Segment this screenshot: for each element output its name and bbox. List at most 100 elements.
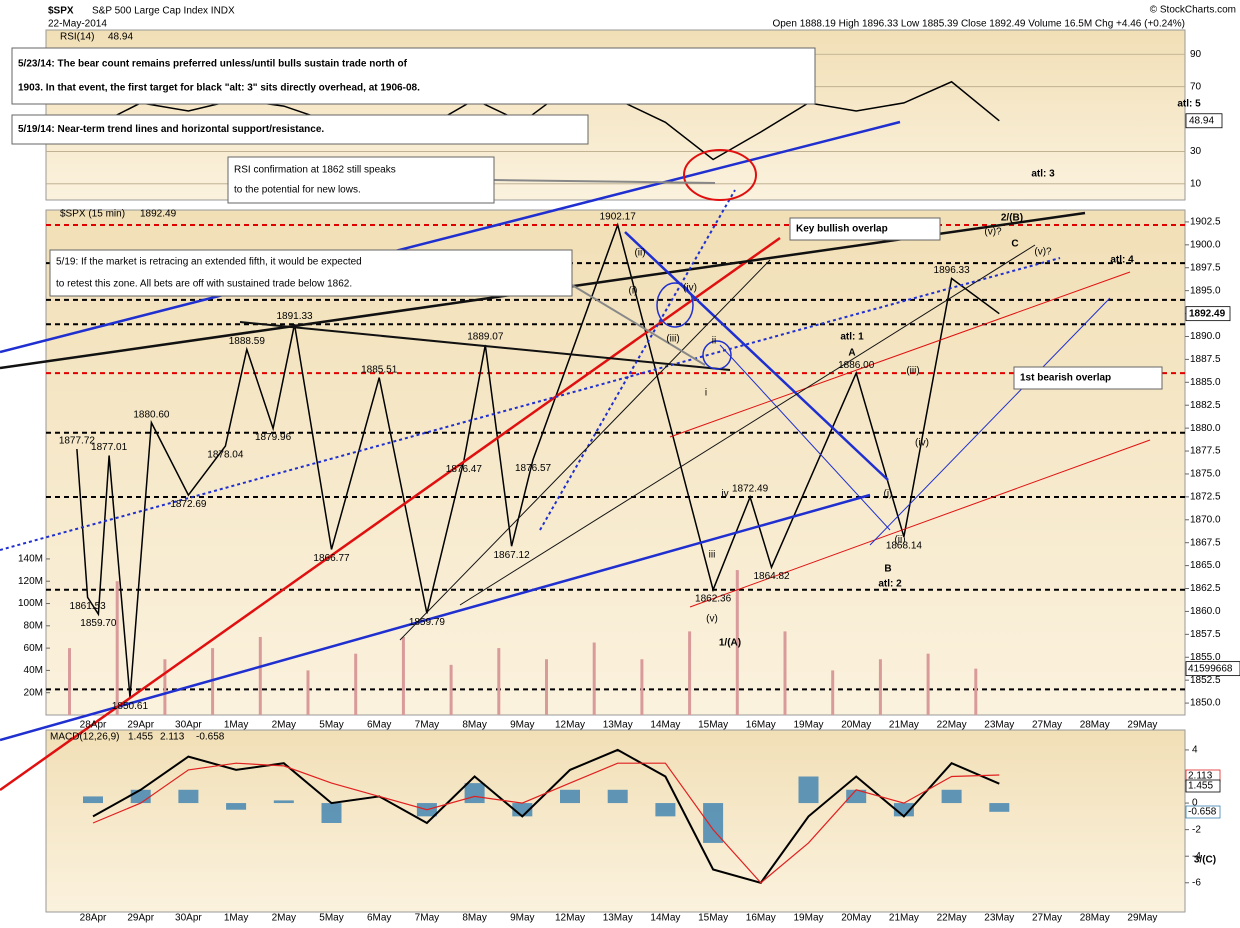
volume-last: 41599668 bbox=[1188, 663, 1233, 674]
wave-label: (iv) bbox=[683, 283, 697, 294]
volume-bar bbox=[258, 636, 262, 715]
note-box bbox=[1013, 366, 1163, 390]
y-tick-label: 1865.0 bbox=[1190, 560, 1221, 571]
value-box bbox=[1185, 779, 1221, 793]
volume-bar bbox=[115, 581, 119, 715]
histogram-bar bbox=[703, 803, 724, 843]
wave-label: (i) bbox=[629, 286, 638, 297]
wave-label: 2/(B) bbox=[1001, 213, 1023, 224]
wave-label: atl: 2 bbox=[878, 579, 902, 590]
x-tick-label: 29Apr bbox=[127, 913, 154, 924]
note-box bbox=[11, 114, 589, 145]
x-tick-label: 6May bbox=[367, 913, 391, 924]
wave-label: atl: 3 bbox=[1031, 169, 1055, 180]
y-tick-label: 4 bbox=[1192, 745, 1198, 756]
volume-bar bbox=[735, 570, 739, 715]
histogram-bar bbox=[560, 789, 580, 804]
wave-label: (v)? bbox=[984, 227, 1002, 238]
y2-tick-label: 120M bbox=[18, 576, 43, 587]
histogram-bar bbox=[941, 789, 962, 804]
y-tick-label: 1852.5 bbox=[1190, 675, 1221, 686]
point-label: 1889.07 bbox=[467, 332, 504, 343]
x-tick-label: 8May bbox=[462, 913, 486, 924]
point-label: 1886.00 bbox=[838, 360, 875, 371]
x-tick-label: 1May bbox=[224, 720, 248, 731]
y-tick-label: 90 bbox=[1190, 49, 1202, 60]
y2-tick-label: 40M bbox=[24, 665, 43, 676]
x-tick-label: 15May bbox=[698, 913, 728, 924]
x-tick-label: 5May bbox=[319, 720, 343, 731]
x-tick-label: 22May bbox=[937, 913, 967, 924]
x-tick-label: 14May bbox=[650, 913, 680, 924]
y-tick-label: 1890.0 bbox=[1190, 331, 1221, 342]
note-text: 5/19/14: Near-term trend lines and horiz… bbox=[18, 124, 324, 135]
macd-last: -0.658 bbox=[1188, 807, 1217, 818]
volume-bar bbox=[926, 653, 930, 715]
note-text: 5/23/14: The bear count remains preferre… bbox=[18, 59, 408, 70]
point-label: 1859.79 bbox=[409, 617, 446, 628]
point-label: 1866.77 bbox=[313, 553, 350, 564]
macd-value: 2.113 bbox=[160, 732, 185, 743]
note-box bbox=[789, 217, 941, 241]
x-tick-label: 23May bbox=[984, 913, 1014, 924]
y2-tick-label: 60M bbox=[24, 643, 43, 654]
volume-bar bbox=[545, 659, 548, 715]
point-label: 1880.60 bbox=[133, 409, 170, 420]
y-tick-label: 1850.0 bbox=[1190, 698, 1221, 709]
note-text: 5/19: If the market is retracing an exte… bbox=[56, 257, 362, 268]
histogram-bar bbox=[321, 803, 342, 823]
wave-label: (ii) bbox=[634, 248, 645, 259]
wave-label: ii bbox=[712, 336, 716, 347]
point-label: 1868.14 bbox=[886, 540, 923, 551]
x-tick-label: 13May bbox=[603, 720, 633, 731]
y-tick-label: 0 bbox=[1192, 798, 1198, 809]
wave-label: 3/(C) bbox=[1194, 855, 1216, 866]
y-tick-label: 1887.5 bbox=[1190, 354, 1221, 365]
y-tick-label: 30 bbox=[1190, 146, 1202, 157]
point-label: 1877.01 bbox=[91, 442, 128, 453]
y-tick-label: -2 bbox=[1192, 824, 1201, 835]
point-label: 1861.53 bbox=[70, 601, 107, 612]
y-tick-label: 1867.5 bbox=[1190, 537, 1221, 548]
wave-label: iv bbox=[721, 489, 728, 500]
value-box bbox=[1185, 661, 1240, 677]
price-title-value: 1892.49 bbox=[140, 209, 177, 220]
wave-label: B bbox=[884, 564, 891, 575]
x-tick-label: 5May bbox=[319, 913, 343, 924]
histogram-bar bbox=[83, 796, 103, 804]
note-text: 1st bearish overlap bbox=[1020, 373, 1111, 384]
x-tick-label: 21May bbox=[889, 913, 919, 924]
macd-title: MACD(12,26,9) bbox=[50, 732, 119, 743]
volume-bar bbox=[974, 668, 978, 715]
point-label: 1885.51 bbox=[361, 364, 398, 375]
histogram-bar bbox=[130, 789, 151, 804]
y-tick-label: 70 bbox=[1190, 81, 1202, 92]
histogram-bar bbox=[989, 803, 1010, 812]
wave-label: C bbox=[1011, 239, 1018, 250]
point-label: 1878.04 bbox=[207, 450, 244, 461]
volume-bar bbox=[401, 636, 405, 715]
histogram-bar bbox=[178, 789, 199, 804]
symbol: $SPX bbox=[48, 6, 74, 17]
volume-bar bbox=[592, 642, 596, 715]
y-tick-label: 1882.5 bbox=[1190, 400, 1221, 411]
y-tick-label: 1902.5 bbox=[1190, 217, 1221, 228]
macd-last: 2.113 bbox=[1188, 771, 1213, 782]
x-tick-label: 7May bbox=[415, 720, 439, 731]
x-tick-label: 9May bbox=[510, 720, 534, 731]
y-tick-label: 1860.0 bbox=[1190, 606, 1221, 617]
x-tick-label: 9May bbox=[510, 913, 534, 924]
wave-label: (iv) bbox=[915, 438, 929, 449]
wave-label: 1/(A) bbox=[719, 638, 741, 649]
x-tick-label: 6May bbox=[367, 720, 391, 731]
histogram-bar bbox=[655, 803, 676, 817]
x-tick-label: 21May bbox=[889, 720, 919, 731]
volume-bar bbox=[306, 670, 310, 715]
x-tick-label: 29May bbox=[1127, 913, 1157, 924]
quote: Open 1888.19 High 1896.33 Low 1885.39 Cl… bbox=[772, 19, 1185, 30]
y-tick-label: 1872.5 bbox=[1190, 492, 1221, 503]
note-text: 1903. In that event, the first target fo… bbox=[18, 83, 420, 94]
x-tick-label: 20May bbox=[841, 913, 871, 924]
wave-label: (i) bbox=[884, 489, 893, 500]
x-tick-label: 16May bbox=[746, 720, 776, 731]
